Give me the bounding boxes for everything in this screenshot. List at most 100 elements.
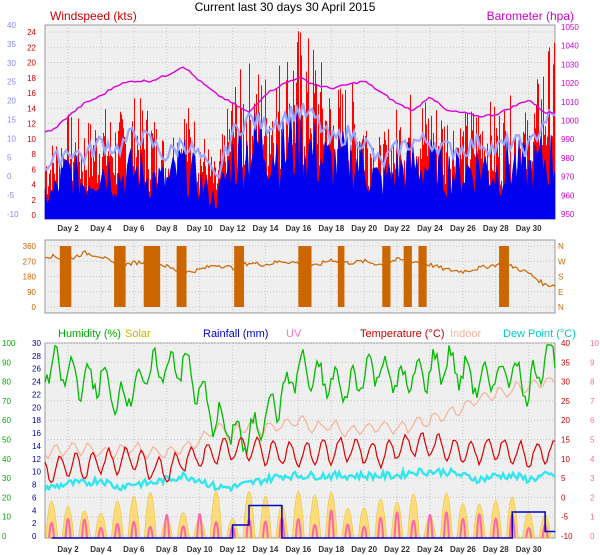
left-temp-tick: -10 bbox=[7, 210, 19, 219]
windspeed-tick: 16 bbox=[27, 89, 36, 98]
x-tick-label: Day 30 bbox=[516, 224, 542, 233]
uv-day-peak bbox=[163, 513, 171, 539]
uv-day-peak bbox=[525, 526, 533, 539]
windspeed-legend: Windspeed (kts) bbox=[50, 9, 137, 23]
barometer-tick: 980 bbox=[561, 154, 575, 163]
rainfall-tick: 2 bbox=[32, 519, 37, 528]
x-tick-label: Day 16 bbox=[285, 224, 311, 233]
uv-day-peak bbox=[64, 517, 72, 539]
windspeed-tick: 0 bbox=[32, 211, 37, 220]
x-tick-label: Day 8 bbox=[156, 545, 178, 554]
x-tick-label: Day 30 bbox=[516, 545, 542, 554]
uv-day-peak bbox=[48, 522, 56, 539]
direction-tick: 90 bbox=[27, 288, 36, 297]
uv-tick: 7 bbox=[590, 397, 595, 406]
legend-humidity: Humidity (%) bbox=[58, 328, 121, 340]
x-tick-label: Day 24 bbox=[417, 545, 443, 554]
temperature-tick: 5 bbox=[561, 474, 566, 483]
barometer-tick: 1040 bbox=[561, 42, 579, 51]
humidity-tick: 20 bbox=[2, 493, 11, 502]
uv-tick: 9 bbox=[590, 358, 595, 367]
direction-tick: 270 bbox=[23, 257, 37, 266]
x-tick-label: Day 10 bbox=[187, 545, 213, 554]
solar-day-hump bbox=[374, 499, 387, 539]
barometer-tick: 1050 bbox=[561, 23, 579, 32]
uv-day-peak bbox=[344, 523, 352, 539]
temperature-tick: -10 bbox=[561, 532, 573, 541]
solar-day-hump bbox=[341, 507, 354, 539]
solar-day-hump bbox=[308, 495, 322, 539]
uv-day-peak bbox=[97, 526, 105, 539]
wind-direction-wrap bbox=[234, 246, 245, 307]
uv-day-peak bbox=[327, 509, 335, 539]
humidity-tick: 0 bbox=[2, 532, 7, 541]
x-tick-label: Day 2 bbox=[57, 545, 79, 554]
x-tick-label: Day 28 bbox=[483, 545, 509, 554]
x-tick-label: Day 12 bbox=[220, 224, 246, 233]
left-temp-tick: 0 bbox=[7, 172, 12, 181]
direction-y-axis: 360 270 180 90 0 bbox=[23, 242, 37, 312]
x-tick-label: Day 2 bbox=[57, 224, 79, 233]
direction-tick: 360 bbox=[23, 242, 37, 251]
left-temp-tick: 30 bbox=[7, 59, 16, 68]
uv-day-peak bbox=[113, 522, 121, 539]
x-tick-label: Day 26 bbox=[450, 545, 476, 554]
x-tick-label: Day 18 bbox=[318, 545, 344, 554]
compass-tick: W bbox=[558, 257, 566, 266]
windspeed-tick: 2 bbox=[32, 196, 37, 205]
wind-direction-wrap bbox=[418, 246, 427, 307]
barometer-tick: 1030 bbox=[561, 60, 579, 69]
x-tick-label: Day 10 bbox=[187, 224, 213, 233]
barometer-tick: 1020 bbox=[561, 79, 579, 88]
rainfall-tick: 20 bbox=[32, 403, 41, 412]
x-tick-label: Day 6 bbox=[123, 545, 145, 554]
x-tick-label: Day 22 bbox=[384, 224, 410, 233]
rainfall-tick: 4 bbox=[32, 506, 37, 515]
average-wind-series bbox=[44, 103, 556, 180]
uv-day-peak bbox=[360, 525, 368, 539]
left-temp-tick: 20 bbox=[7, 97, 16, 106]
wind-direction-wrap bbox=[114, 246, 126, 307]
left-temp-tick: -5 bbox=[7, 191, 15, 200]
solar-day-hump bbox=[407, 493, 420, 539]
wind-x-axis: Day 2 Day 4 Day 6 Day 8 Day 10 Day 12 Day 14 Da… bbox=[57, 224, 542, 233]
legend-uv: UV bbox=[286, 328, 302, 340]
left-temp-tick: 15 bbox=[7, 116, 16, 125]
indoor-temperature-series bbox=[44, 376, 556, 461]
temperature-tick: -5 bbox=[561, 513, 569, 522]
solar-day-hump bbox=[127, 496, 141, 539]
x-tick-label: Day 20 bbox=[351, 224, 377, 233]
barometer-tick: 950 bbox=[561, 210, 575, 219]
left-temp-tick: 40 bbox=[7, 21, 16, 30]
windspeed-tick: 20 bbox=[27, 59, 36, 68]
wind-temp-y-axis: 40 35 30 25 20 15 10 5 0 -5 -10 bbox=[7, 21, 19, 219]
rainfall-tick: 0 bbox=[32, 532, 37, 541]
windspeed-tick: 24 bbox=[27, 28, 36, 37]
solar-day-hump bbox=[390, 501, 404, 539]
solar-day-hump bbox=[61, 506, 75, 539]
legend-dewpoint: Dew Point (°C) bbox=[503, 328, 576, 340]
uv-day-peak bbox=[130, 520, 138, 539]
x-tick-label: Day 6 bbox=[123, 224, 145, 233]
humidity-tick: 60 bbox=[2, 416, 11, 425]
wind-direction-wrap bbox=[499, 246, 509, 307]
legend-rainfall: Rainfall (mm) bbox=[203, 328, 268, 340]
uv-day-peak bbox=[393, 511, 401, 539]
rainfall-tick: 26 bbox=[32, 365, 41, 374]
compass-tick: N bbox=[558, 303, 564, 312]
uv-day-peak bbox=[212, 521, 220, 539]
x-tick-label: Day 12 bbox=[220, 545, 246, 554]
temperature-tick: 25 bbox=[561, 397, 570, 406]
rainfall-tick: 24 bbox=[32, 378, 41, 387]
solar-day-hump bbox=[259, 496, 272, 539]
uv-tick: 10 bbox=[590, 339, 599, 348]
uv-tick: 4 bbox=[590, 455, 595, 464]
left-temp-tick: 5 bbox=[7, 153, 12, 162]
barometer-tick: 990 bbox=[561, 135, 575, 144]
